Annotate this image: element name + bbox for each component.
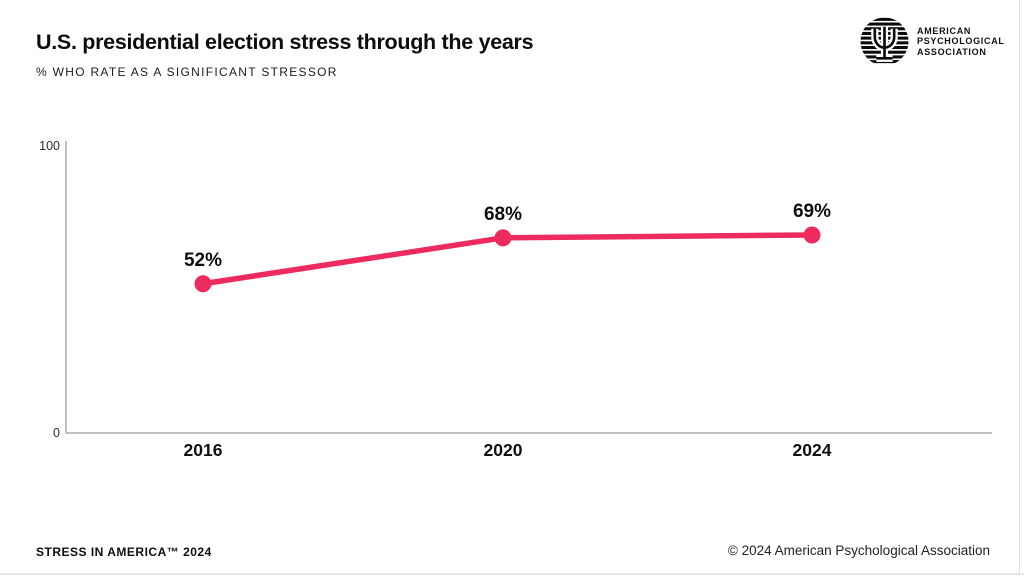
x-tick-label-2024: 2024 — [793, 440, 832, 460]
data-point-2024 — [803, 226, 821, 244]
page-title: U.S. presidential election stress throug… — [36, 30, 534, 54]
apa-logo: AMERICAN PSYCHOLOGICAL ASSOCIATION — [860, 17, 1005, 66]
apa-psi-icon — [860, 17, 909, 64]
apa-logo-line: PSYCHOLOGICAL — [917, 36, 1005, 47]
apa-logo-wordmark: AMERICAN PSYCHOLOGICAL ASSOCIATION — [917, 26, 1005, 58]
apa-logo-line: AMERICAN — [917, 25, 972, 36]
data-point-label-2020: 68% — [484, 204, 522, 225]
footer-report-name: STRESS IN AMERICA™ 2024 — [36, 545, 212, 559]
frame-right-edge — [1019, 0, 1020, 576]
header: U.S. presidential election stress throug… — [36, 30, 534, 79]
data-point-2016 — [194, 275, 212, 293]
x-tick-label-2020: 2020 — [484, 440, 523, 460]
x-tick-label-2016: 2016 — [184, 440, 223, 460]
frame-bottom-edge — [0, 573, 1024, 575]
apa-logo-line: ASSOCIATION — [917, 46, 987, 57]
page-subtitle: % WHO RATE AS A SIGNIFICANT STRESSOR — [36, 65, 338, 79]
data-point-label-2024: 69% — [793, 201, 831, 222]
y-tick-label-min: 0 — [53, 426, 60, 440]
footer-copyright: © 2024 American Psychological Associatio… — [727, 543, 990, 558]
y-tick-label-max: 100 — [39, 139, 60, 153]
data-point-2020 — [494, 229, 512, 247]
data-point-label-2016: 52% — [184, 250, 222, 271]
